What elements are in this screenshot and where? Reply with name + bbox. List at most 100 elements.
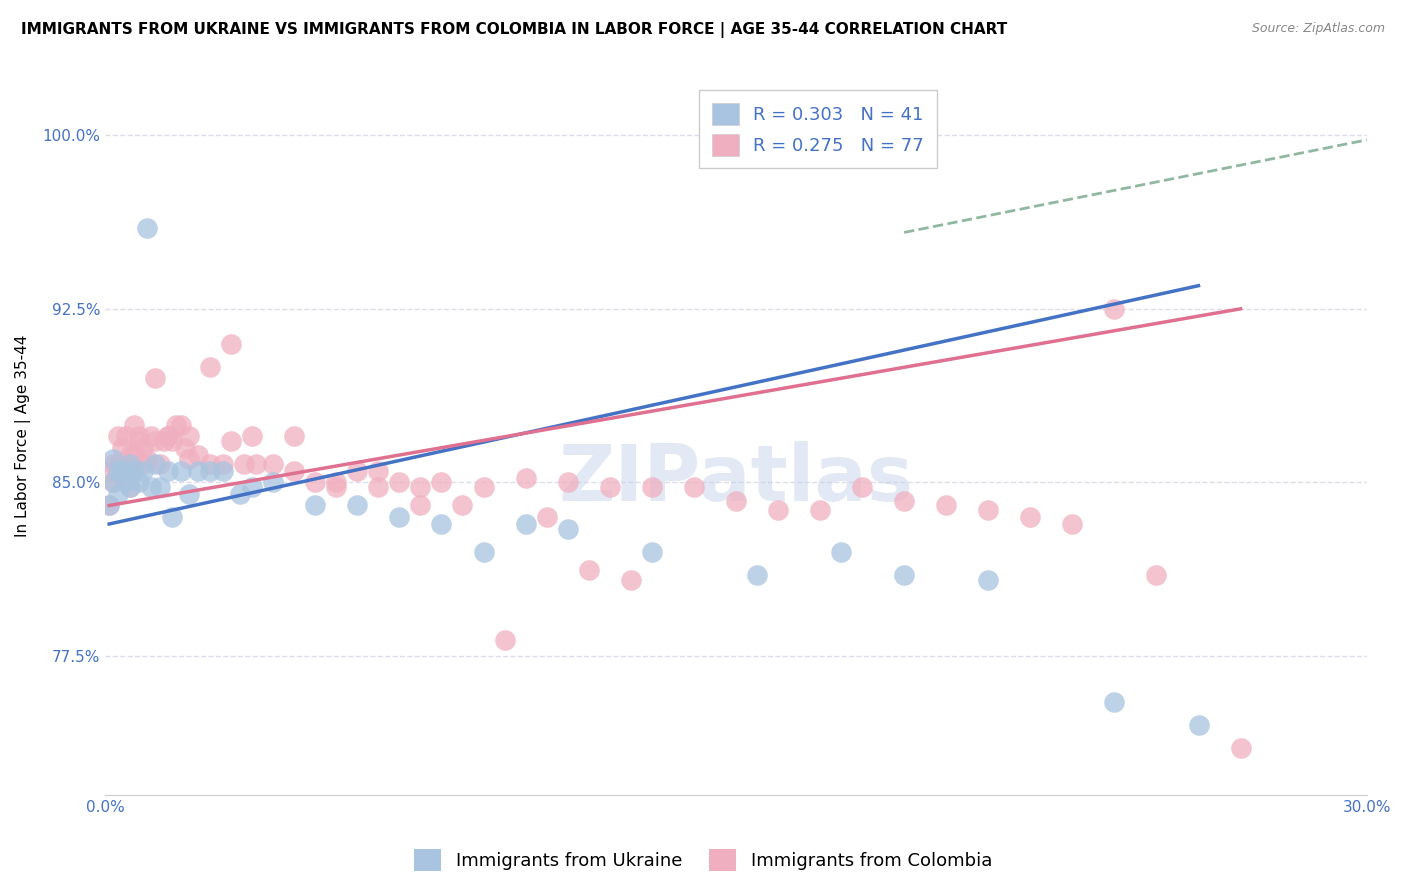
Point bbox=[186, 464, 208, 478]
Point bbox=[451, 499, 474, 513]
Point bbox=[103, 457, 125, 471]
Point bbox=[141, 429, 163, 443]
Point bbox=[515, 471, 537, 485]
Point bbox=[162, 434, 184, 448]
Point bbox=[1062, 516, 1084, 531]
Legend: Immigrants from Ukraine, Immigrants from Colombia: Immigrants from Ukraine, Immigrants from… bbox=[406, 842, 1000, 879]
Text: IMMIGRANTS FROM UKRAINE VS IMMIGRANTS FROM COLOMBIA IN LABOR FORCE | AGE 35-44 C: IMMIGRANTS FROM UKRAINE VS IMMIGRANTS FR… bbox=[21, 22, 1007, 38]
Point bbox=[240, 480, 263, 494]
Point bbox=[124, 417, 146, 432]
Point bbox=[494, 632, 516, 647]
Point bbox=[145, 371, 167, 385]
Point bbox=[893, 567, 915, 582]
Point bbox=[766, 503, 789, 517]
Point bbox=[120, 448, 142, 462]
Point bbox=[515, 516, 537, 531]
Point bbox=[977, 573, 1000, 587]
Point bbox=[111, 464, 134, 478]
Point bbox=[367, 480, 389, 494]
Point bbox=[219, 434, 242, 448]
Point bbox=[153, 434, 176, 448]
Point bbox=[115, 475, 138, 490]
Legend: R = 0.303   N = 41, R = 0.275   N = 77: R = 0.303 N = 41, R = 0.275 N = 77 bbox=[699, 90, 936, 169]
Point bbox=[430, 516, 453, 531]
Point bbox=[262, 457, 284, 471]
Point bbox=[177, 487, 200, 501]
Point bbox=[177, 452, 200, 467]
Point bbox=[1187, 718, 1209, 732]
Point bbox=[599, 480, 621, 494]
Point bbox=[145, 457, 167, 471]
Point bbox=[1104, 695, 1126, 709]
Point bbox=[124, 464, 146, 478]
Point bbox=[120, 480, 142, 494]
Point bbox=[388, 475, 411, 490]
Point bbox=[409, 499, 432, 513]
Point bbox=[107, 457, 129, 471]
Text: Source: ZipAtlas.com: Source: ZipAtlas.com bbox=[1251, 22, 1385, 36]
Point bbox=[211, 457, 233, 471]
Point bbox=[304, 499, 326, 513]
Point bbox=[325, 480, 347, 494]
Point bbox=[935, 499, 957, 513]
Point bbox=[103, 475, 125, 490]
Point bbox=[557, 475, 579, 490]
Point bbox=[198, 359, 221, 374]
Point bbox=[120, 480, 142, 494]
Point bbox=[409, 480, 432, 494]
Point bbox=[240, 429, 263, 443]
Point bbox=[228, 487, 250, 501]
Point bbox=[128, 475, 150, 490]
Point bbox=[115, 429, 138, 443]
Point bbox=[283, 464, 305, 478]
Point bbox=[145, 434, 167, 448]
Point bbox=[219, 336, 242, 351]
Point bbox=[107, 487, 129, 501]
Point bbox=[157, 429, 180, 443]
Point bbox=[149, 480, 172, 494]
Point bbox=[325, 475, 347, 490]
Point bbox=[98, 499, 121, 513]
Point bbox=[162, 510, 184, 524]
Point bbox=[128, 429, 150, 443]
Point bbox=[198, 464, 221, 478]
Point bbox=[128, 434, 150, 448]
Point bbox=[1019, 510, 1042, 524]
Point bbox=[682, 480, 704, 494]
Point bbox=[851, 480, 873, 494]
Point bbox=[724, 493, 747, 508]
Point bbox=[186, 448, 208, 462]
Point bbox=[103, 452, 125, 467]
Point bbox=[136, 452, 159, 467]
Point bbox=[111, 441, 134, 455]
Point bbox=[111, 471, 134, 485]
Point bbox=[103, 475, 125, 490]
Point bbox=[472, 480, 495, 494]
Point bbox=[641, 480, 664, 494]
Point bbox=[98, 499, 121, 513]
Point bbox=[170, 464, 193, 478]
Point bbox=[557, 522, 579, 536]
Y-axis label: In Labor Force | Age 35-44: In Labor Force | Age 35-44 bbox=[15, 334, 31, 537]
Point bbox=[536, 510, 558, 524]
Point bbox=[388, 510, 411, 524]
Point bbox=[283, 429, 305, 443]
Point bbox=[620, 573, 643, 587]
Point bbox=[346, 464, 368, 478]
Point bbox=[578, 563, 600, 577]
Point bbox=[1104, 301, 1126, 316]
Point bbox=[107, 464, 129, 478]
Point bbox=[1146, 567, 1168, 582]
Point bbox=[149, 457, 172, 471]
Point bbox=[132, 457, 155, 471]
Point bbox=[170, 417, 193, 432]
Point bbox=[115, 464, 138, 478]
Point bbox=[157, 464, 180, 478]
Point bbox=[157, 429, 180, 443]
Point bbox=[177, 429, 200, 443]
Point bbox=[132, 441, 155, 455]
Point bbox=[641, 545, 664, 559]
Point bbox=[1229, 741, 1251, 756]
Text: ZIPatlas: ZIPatlas bbox=[558, 442, 914, 517]
Point bbox=[245, 457, 267, 471]
